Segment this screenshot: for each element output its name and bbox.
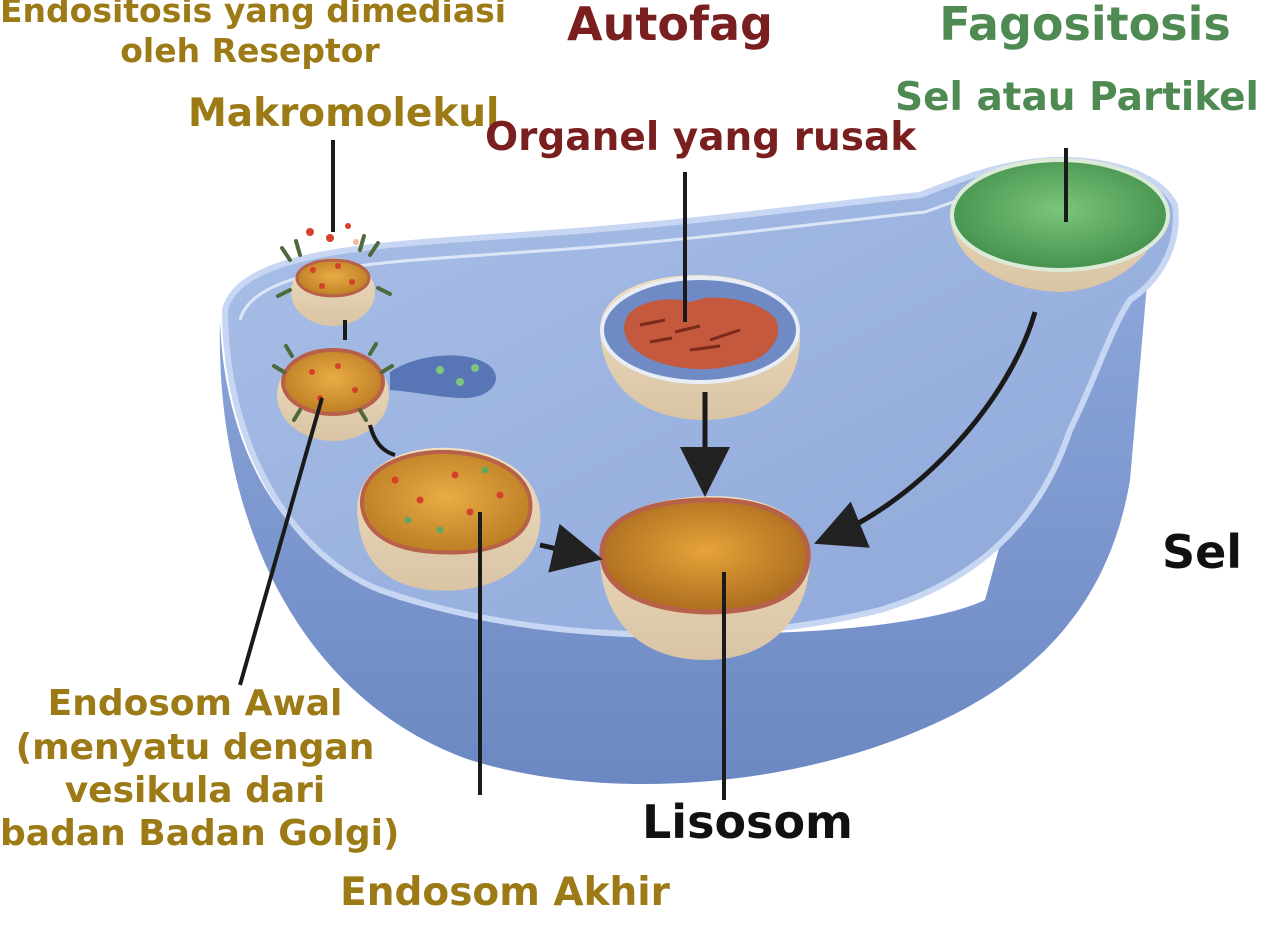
label-receptor-mediated-1: Endositosis yang dimediasi bbox=[0, 0, 507, 30]
label-receptor-mediated-2: oleh Reseptor bbox=[120, 31, 380, 70]
coated-pit bbox=[276, 223, 392, 326]
pointer-lines bbox=[238, 140, 1068, 800]
label-damaged-organelle: Organel yang rusak bbox=[485, 115, 917, 160]
cell-body bbox=[219, 250, 1150, 784]
arrow-phagocytosis bbox=[814, 311, 1038, 548]
label-late-endosome: Endosom Akhir bbox=[340, 870, 670, 915]
autophagosome bbox=[600, 275, 800, 420]
label-phagocytosis: Fagositosis bbox=[939, 0, 1231, 51]
label-cell: Sel bbox=[1161, 525, 1243, 579]
label-early-endosome-2: (menyatu dengan bbox=[15, 727, 375, 768]
label-early-endosome-3: vesikula dari bbox=[64, 770, 326, 811]
arrow-late-to-lysosome bbox=[539, 523, 603, 573]
label-cell-or-particle: Sel atau Partikel bbox=[895, 75, 1259, 120]
early-endosome bbox=[272, 342, 496, 441]
flow-arrows bbox=[539, 311, 1038, 573]
lysosome-shape bbox=[599, 496, 811, 660]
label-lysosome: Lisosom bbox=[642, 795, 853, 849]
late-endosome bbox=[357, 447, 541, 591]
label-early-endosome-1: Endosom Awal bbox=[47, 683, 343, 724]
label-autophagy: Autofag bbox=[567, 0, 773, 51]
label-macromolecule: Makromolekul bbox=[188, 91, 500, 136]
phagosome bbox=[950, 158, 1170, 292]
label-early-endosome-4: badan Badan Golgi) bbox=[0, 813, 400, 854]
